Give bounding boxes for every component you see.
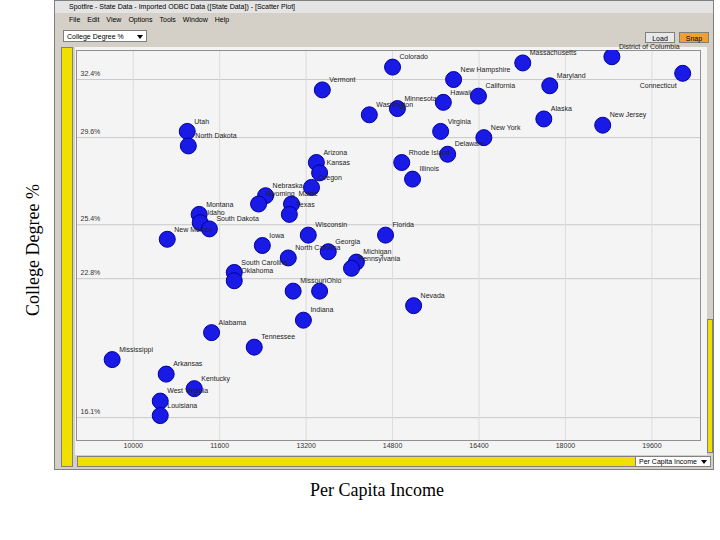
svg-text:West Virginia: West Virginia xyxy=(167,387,208,395)
svg-text:Vermont: Vermont xyxy=(329,76,355,83)
svg-text:Wyoming: Wyoming xyxy=(266,190,295,198)
svg-text:Kentucky: Kentucky xyxy=(201,375,230,383)
svg-text:New Mexico: New Mexico xyxy=(174,226,212,233)
svg-text:Texas: Texas xyxy=(296,201,315,208)
svg-text:Virginia: Virginia xyxy=(448,118,471,126)
html-text:Edit: Edit xyxy=(87,16,100,23)
html-text:Per Capita Income: Per Capita Income xyxy=(310,479,444,500)
svg-text:Mississippi: Mississippi xyxy=(119,346,153,354)
svg-text:New Hampshire: New Hampshire xyxy=(461,66,511,74)
svg-text:California: California xyxy=(485,82,515,89)
svg-text:North Carolina: North Carolina xyxy=(295,244,340,251)
svg-text:Tennessee: Tennessee xyxy=(261,333,295,340)
html-text:Load: Load xyxy=(652,35,668,42)
svg-text:16400: 16400 xyxy=(469,442,489,449)
svg-text:Montana: Montana xyxy=(206,201,233,208)
svg-text:Illinois: Illinois xyxy=(420,165,440,172)
html-text:View: View xyxy=(106,16,122,23)
svg-text:Minnesota: Minnesota xyxy=(404,94,437,102)
svg-text:22.8%: 22.8% xyxy=(81,269,101,276)
svg-text:Georgia: Georgia xyxy=(335,238,361,245)
html-text:Spotfire - State Data - Import: Spotfire - State Data - Imported ODBC Da… xyxy=(69,3,295,10)
svg-text:New York: New York xyxy=(491,124,521,131)
svg-text:Oregon: Oregon xyxy=(319,174,342,182)
html-text:Options: Options xyxy=(128,16,153,23)
svg-text:Missouri: Missouri xyxy=(300,277,327,284)
svg-text:Arkansas: Arkansas xyxy=(173,360,203,367)
svg-text:Iowa: Iowa xyxy=(269,232,284,239)
svg-text:13200: 13200 xyxy=(296,442,316,449)
svg-text:New Jersey: New Jersey xyxy=(610,111,647,119)
svg-text:29.6%: 29.6% xyxy=(81,128,101,135)
svg-text:Maryland: Maryland xyxy=(557,72,586,80)
html-text:File: File xyxy=(69,16,81,23)
svg-text:32.4%: 32.4% xyxy=(81,70,101,77)
svg-text:Rhode Island: Rhode Island xyxy=(409,149,450,156)
svg-text:South Dakota: South Dakota xyxy=(216,215,259,222)
html-text:Snap: Snap xyxy=(685,35,703,42)
svg-text:District of Columbia: District of Columbia xyxy=(619,43,680,50)
svg-text:Alabama: Alabama xyxy=(219,319,247,326)
svg-text:Massachusetts: Massachusetts xyxy=(530,49,577,56)
svg-text:11600: 11600 xyxy=(210,442,229,449)
svg-text:14800: 14800 xyxy=(383,442,403,449)
html-text:Window: Window xyxy=(182,16,208,23)
svg-text:Kansas: Kansas xyxy=(327,159,351,166)
svg-text:South Carolina: South Carolina xyxy=(241,259,287,266)
svg-text:Utah: Utah xyxy=(194,118,209,125)
html-text:College Degree %: College Degree % xyxy=(22,184,43,316)
svg-text:Arizona: Arizona xyxy=(323,149,347,156)
html-text:Help: Help xyxy=(214,16,230,23)
svg-text:Ohio: Ohio xyxy=(327,277,342,284)
svg-text:Pennsylvania: Pennsylvania xyxy=(358,255,400,263)
svg-text:Hawaii: Hawaii xyxy=(450,89,471,96)
svg-text:Nebraska: Nebraska xyxy=(273,182,303,189)
svg-text:Oklahoma: Oklahoma xyxy=(241,267,273,274)
html-text:Per Capita Income: Per Capita Income xyxy=(639,458,697,465)
svg-text:Wisconsin: Wisconsin xyxy=(315,221,347,228)
svg-text:Michigan: Michigan xyxy=(363,248,392,256)
svg-text:Delaware: Delaware xyxy=(455,140,485,147)
svg-text:North Dakota: North Dakota xyxy=(195,132,236,139)
svg-text:Washington: Washington xyxy=(376,101,413,109)
svg-text:Colorado: Colorado xyxy=(400,53,429,60)
svg-text:Indiana: Indiana xyxy=(310,306,333,313)
svg-text:Louisiana: Louisiana xyxy=(167,402,197,409)
svg-text:16.1%: 16.1% xyxy=(81,408,101,415)
svg-text:10000: 10000 xyxy=(123,442,143,449)
svg-text:Connecticut: Connecticut xyxy=(640,82,677,89)
svg-text:Nevada: Nevada xyxy=(421,292,445,299)
svg-text:19600: 19600 xyxy=(642,442,662,449)
svg-text:25.4%: 25.4% xyxy=(81,215,101,222)
svg-text:18000: 18000 xyxy=(556,442,576,449)
html-text:College Degree %: College Degree % xyxy=(67,33,124,40)
svg-text:Florida: Florida xyxy=(393,221,415,228)
svg-text:Idaho: Idaho xyxy=(207,208,225,216)
html-text:Tools: Tools xyxy=(159,16,176,23)
svg-text:Maine: Maine xyxy=(299,190,318,197)
svg-text:Alaska: Alaska xyxy=(551,105,572,112)
